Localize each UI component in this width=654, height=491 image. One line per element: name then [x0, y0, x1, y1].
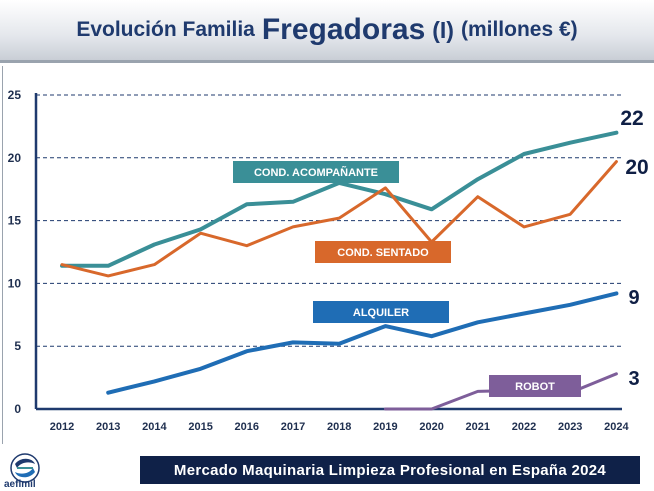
legend-label-robot: ROBOT	[515, 381, 555, 393]
end-value-label-2: 9	[628, 287, 639, 309]
legend-box-alquiler	[313, 301, 449, 323]
fregadoras-line-chart: 0 5 10 15 20 25 2012 2013 2014 2015 2016 2017 2018 20…	[8, 88, 649, 433]
x-tick-label-2024: 2024	[604, 421, 629, 433]
series-line-alquiler	[106, 291, 619, 395]
y-tick-label-20: 20	[8, 151, 22, 165]
title-prefix: Evolución Familia	[76, 18, 255, 41]
legend-label-alquiler: ALQUILER	[353, 307, 409, 319]
page-title: Evolución Familia Fregadoras (I) (millon…	[0, 0, 654, 60]
logo-label: aefimil	[4, 479, 36, 490]
frame-left-line	[2, 66, 3, 444]
legend-box-cond-sentado	[315, 241, 451, 263]
series-line-cond-sentado	[60, 160, 618, 278]
x-tick-label-2020: 2020	[419, 421, 443, 433]
title-numeral: (I)	[432, 16, 454, 43]
x-tick-label-2013: 2013	[96, 421, 120, 433]
legend-label-cond-acompa-ante: COND. ACOMPAÑANTE	[254, 166, 378, 179]
x-tick-label-2018: 2018	[327, 421, 351, 433]
y-tick-label-25: 25	[8, 88, 22, 102]
header-divider	[0, 60, 654, 63]
x-tick-label-2017: 2017	[281, 421, 305, 433]
y-tick-label-5: 5	[14, 339, 21, 353]
x-tick-label-2014: 2014	[142, 421, 167, 433]
header-band	[0, 0, 654, 60]
aefimil-logo-icon	[10, 453, 40, 483]
y-tick-label-10: 10	[8, 276, 22, 290]
title-unit: (millones €)	[460, 18, 578, 41]
x-tick-label-2021: 2021	[466, 421, 490, 433]
x-tick-label-2019: 2019	[373, 421, 397, 433]
y-tick-label-0: 0	[14, 402, 21, 416]
footer-banner: Mercado Maquinaria Limpieza Profesional …	[140, 456, 640, 484]
legend-box-robot	[489, 375, 581, 397]
x-tick-label-2022: 2022	[512, 421, 536, 433]
end-value-label-1: 20	[625, 156, 648, 179]
legend-label-cond-sentado: COND. SENTADO	[337, 247, 429, 259]
y-tick-label-15: 15	[8, 214, 22, 228]
x-tick-label-2016: 2016	[235, 421, 259, 433]
x-tick-label-2015: 2015	[188, 421, 212, 433]
x-tick-label-2012: 2012	[50, 421, 74, 433]
title-main: Fregadoras	[261, 13, 426, 46]
end-value-label-3: 3	[628, 368, 639, 390]
legend-box-cond-acompa-ante	[233, 161, 399, 183]
x-tick-label-2023: 2023	[558, 421, 582, 433]
end-value-label-0: 22	[620, 107, 643, 130]
